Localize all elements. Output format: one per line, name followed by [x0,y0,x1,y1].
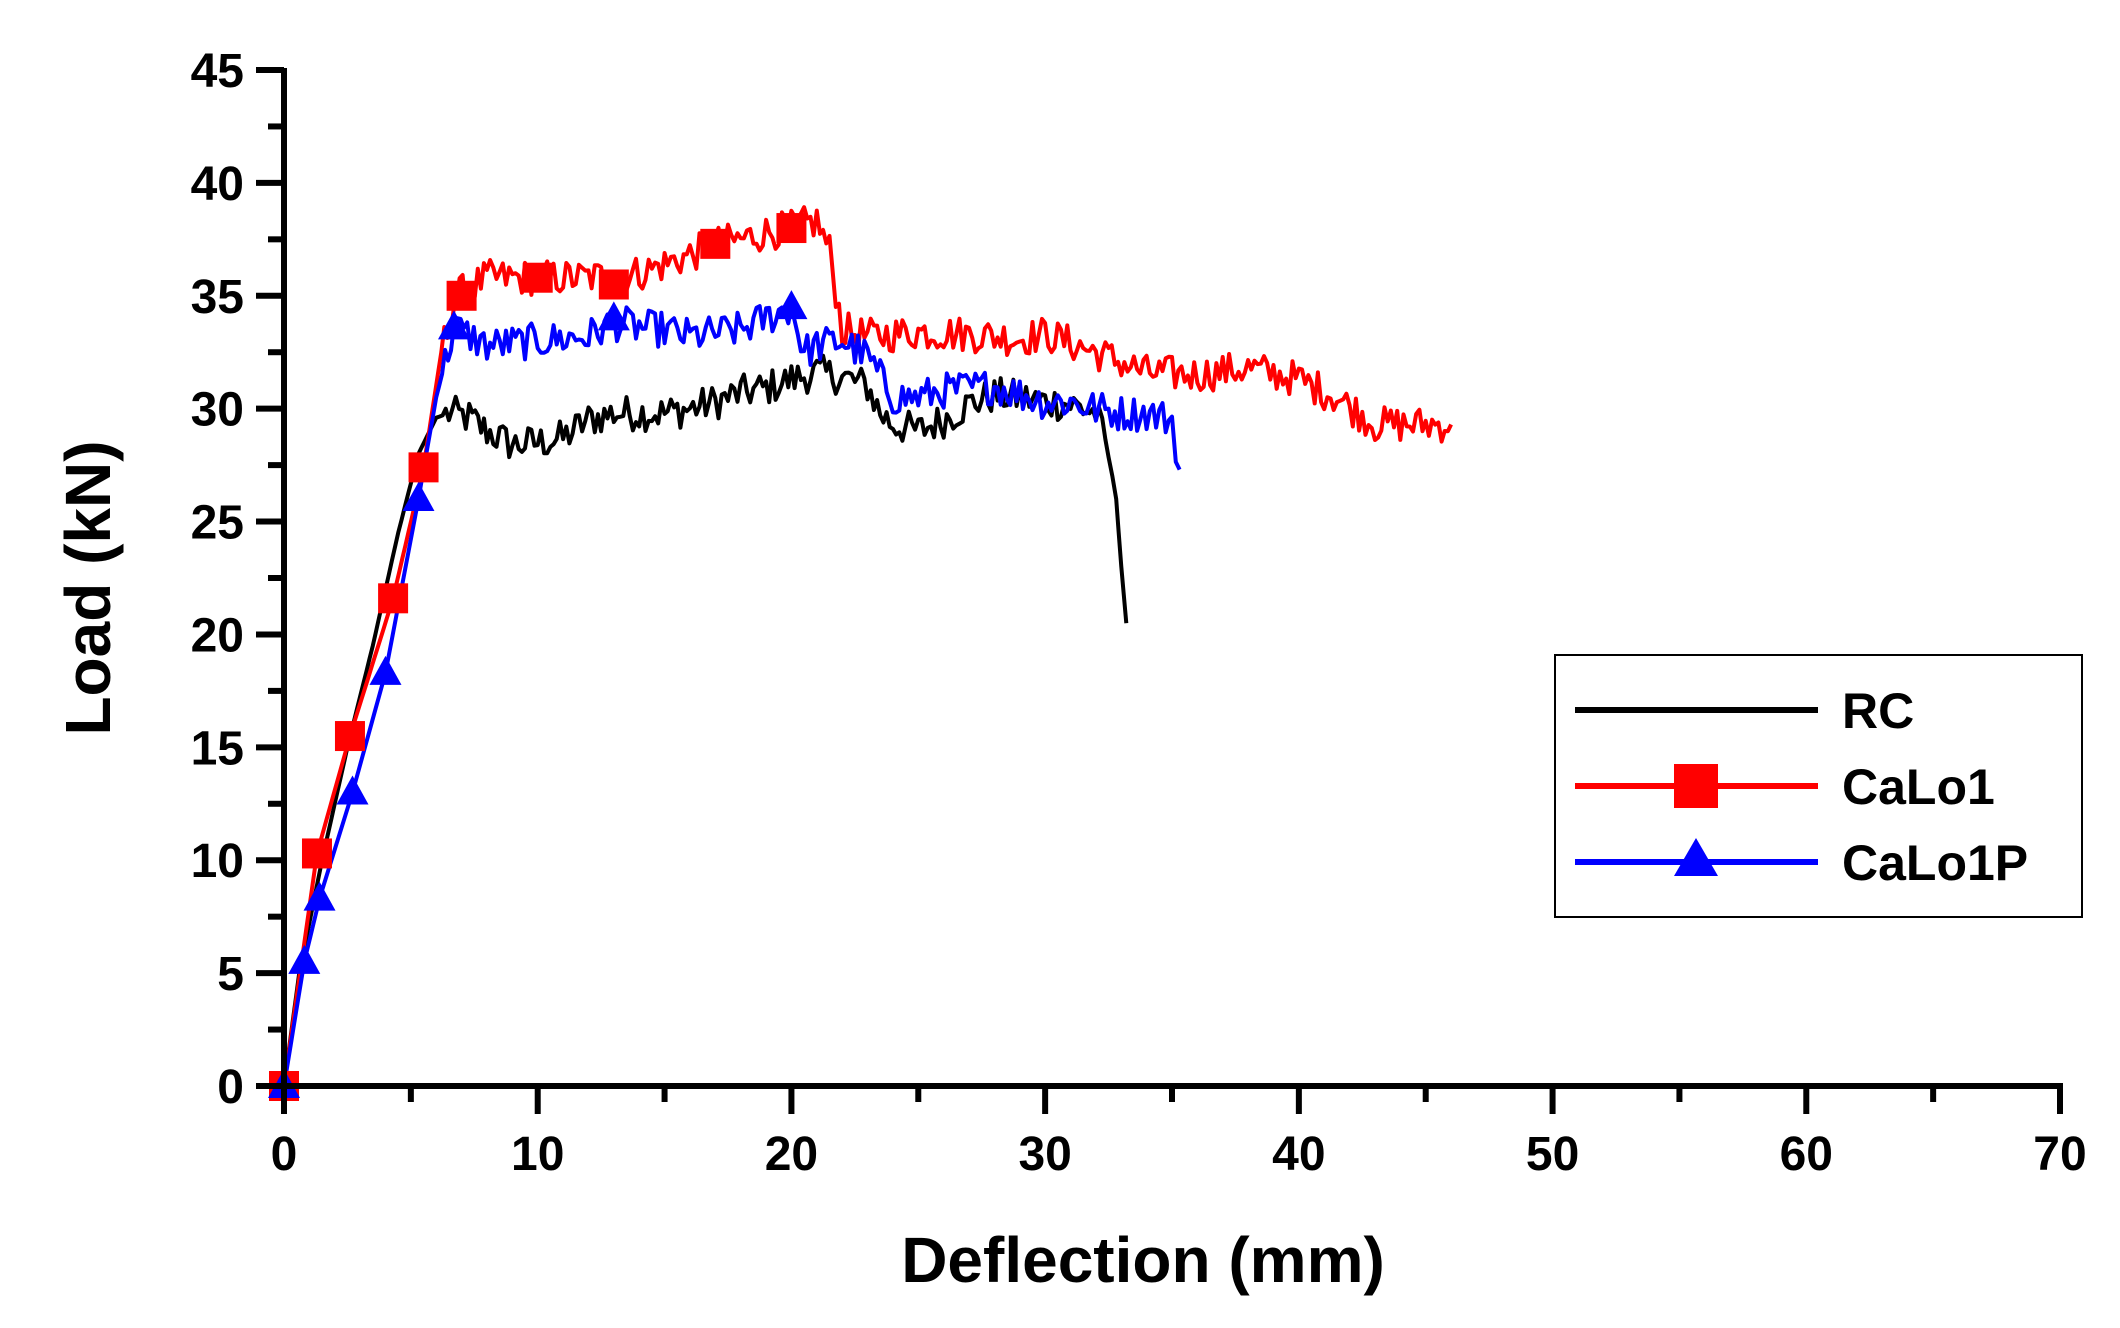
marker-calo1-2 [334,721,365,752]
legend-label-calo1: CaLo1 [1842,759,1995,815]
marker-calo1p-6 [437,310,470,340]
marker-calo1p-3 [336,775,369,805]
marker-calo1-5 [446,280,477,311]
y-tick-label-45: 45 [191,45,244,98]
marker-calo1-8 [700,228,731,259]
x-tick-label-50: 50 [1526,1128,1579,1181]
y-tick-label-15: 15 [191,722,244,775]
x-axis-title: Deflection (mm) [901,1224,1385,1296]
legend: RC CaLo1 CaLo1P [1554,654,2083,918]
x-tick-label-0: 0 [271,1128,298,1181]
y-tick-label-20: 20 [191,609,244,662]
y-tick-label-10: 10 [191,835,244,888]
y-tick-label-35: 35 [191,271,244,324]
plot-markers-group [268,213,808,1101]
series-line-calo1p [282,304,1182,1087]
y-tick-label-0: 0 [217,1061,244,1114]
marker-calo1-1 [301,838,332,869]
legend-marker-calo1 [1674,764,1718,808]
y-tick-label-25: 25 [191,497,244,550]
marker-calo1p-2 [303,881,336,911]
marker-calo1-3 [378,583,409,614]
legend-marker-calo1p [1674,838,1718,876]
marker-calo1-7 [598,269,629,300]
x-tick-label-40: 40 [1272,1128,1325,1181]
marker-calo1p-7 [597,301,630,331]
marker-calo1p-1 [288,944,321,974]
marker-calo1p-4 [369,655,402,685]
marker-calo1p-8 [775,290,808,320]
marker-calo1p-5 [402,481,435,511]
marker-calo1-4 [408,452,439,483]
x-tick-label-20: 20 [765,1128,818,1181]
x-tick-label-70: 70 [2033,1128,2086,1181]
x-tick-label-30: 30 [1018,1128,1071,1181]
marker-calo1-9 [776,213,807,244]
legend-label-rc: RC [1842,683,1914,739]
marker-calo1-6 [522,262,553,293]
legend-label-calo1p: CaLo1P [1842,835,2028,891]
y-tick-label-5: 5 [217,948,244,1001]
x-tick-label-10: 10 [511,1128,564,1181]
x-tick-label-60: 60 [1780,1128,1833,1181]
axes-group: 0 5 10 15 20 25 30 35 40 45 0 10 20 30 40 50 60 70 [191,45,2087,1181]
y-tick-label-40: 40 [191,158,244,211]
y-tick-label-30: 30 [191,384,244,437]
y-axis-title: Load (kN) [52,440,124,735]
